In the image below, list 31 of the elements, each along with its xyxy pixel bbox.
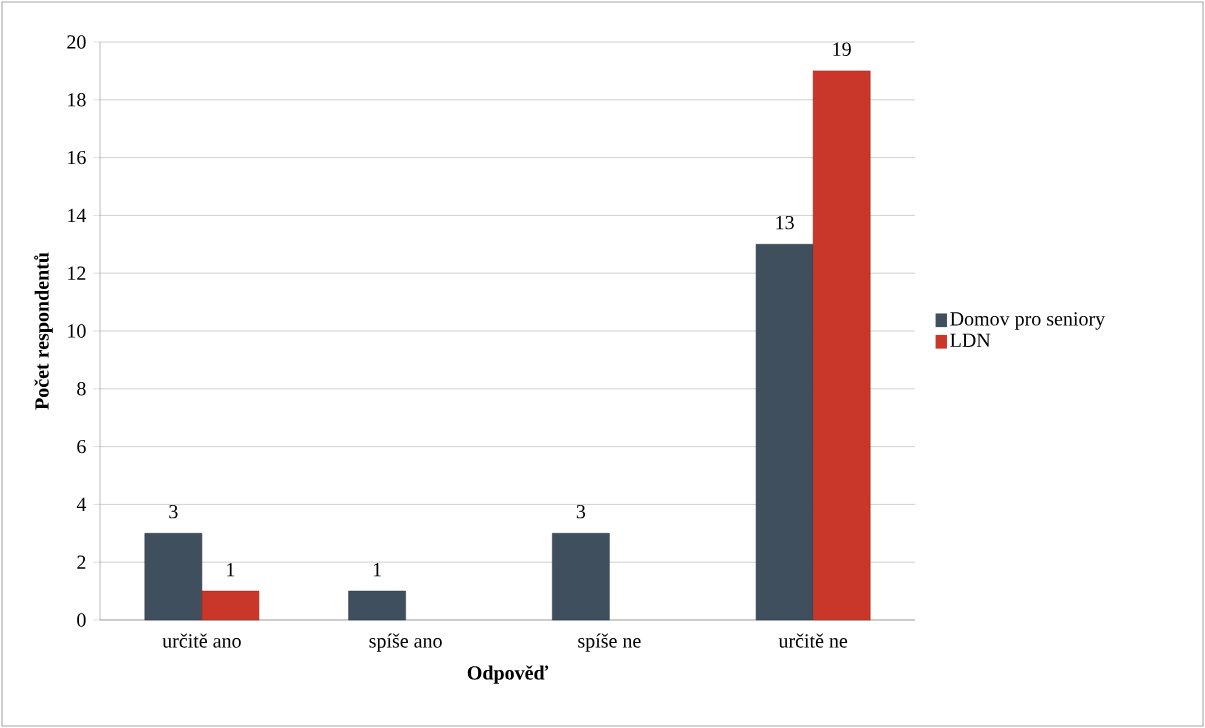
bar xyxy=(201,590,260,621)
data-label: 1 xyxy=(373,562,381,577)
x-tick-label: spíše ano xyxy=(369,633,442,652)
y-tick-label: 10 xyxy=(68,324,86,338)
y-tick-label: 2 xyxy=(77,555,86,569)
y-tick-label: 4 xyxy=(76,497,87,511)
data-label: 13 xyxy=(776,215,794,230)
y-tick-label: 0 xyxy=(77,613,86,627)
legend-label: LDN xyxy=(950,333,991,347)
x-tick-label: určitě ano xyxy=(162,633,241,648)
x-axis-title: Odpověď xyxy=(467,665,549,684)
y-tick-label: 6 xyxy=(77,439,86,454)
x-tick-label: určitě ne xyxy=(778,633,848,648)
y-axis-title: Počet respondentů xyxy=(34,252,53,410)
y-tick-label: 18 xyxy=(68,93,86,107)
y-tick-label: 8 xyxy=(77,382,86,396)
data-label: 19 xyxy=(833,42,851,56)
y-tick-label: 20 xyxy=(67,35,86,49)
bar xyxy=(812,70,871,621)
y-tick-label: 12 xyxy=(68,266,86,280)
y-tick-label: 14 xyxy=(68,208,87,222)
bar xyxy=(348,590,406,621)
bar xyxy=(144,533,203,621)
bar xyxy=(755,244,814,621)
data-label: 3 xyxy=(169,504,178,519)
y-tick-label: 16 xyxy=(68,150,86,165)
data-label: 1 xyxy=(227,562,235,577)
x-tick-label: spíše ne xyxy=(578,633,641,652)
legend-label: Domov pro seniory xyxy=(950,312,1106,330)
data-label: 3 xyxy=(576,504,586,519)
bar xyxy=(552,533,610,621)
